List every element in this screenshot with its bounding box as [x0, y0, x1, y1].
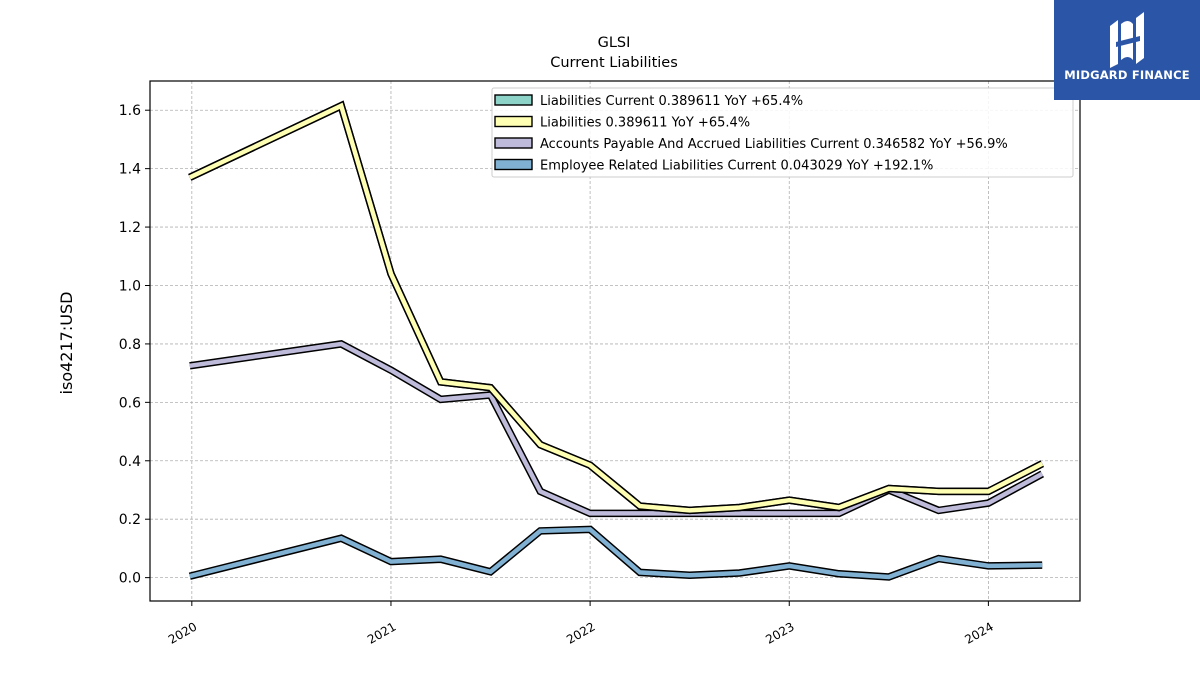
chart-title: GLSI — [598, 35, 631, 51]
midgard-finance-logo: MIDGARD FINANCE — [1054, 0, 1200, 100]
plot-area — [149, 80, 1081, 602]
legend-label: Liabilities 0.389611 YoY +65.4% — [540, 116, 750, 131]
y-tick-label: 1.2 — [119, 220, 141, 236]
legend-swatch — [494, 115, 533, 128]
series-line-4 — [188, 525, 1043, 581]
legend-swatch — [494, 158, 533, 171]
legend-item: Employee Related Liabilities Current 0.0… — [494, 158, 933, 174]
legend-item: Liabilities Current 0.389611 YoY +65.4% — [494, 94, 803, 109]
series-line-fill — [188, 102, 1044, 513]
series-lines — [188, 100, 1044, 581]
legend-item: Liabilities 0.389611 YoY +65.4% — [494, 115, 750, 131]
y-tick-label: 0.4 — [119, 454, 141, 470]
legend-box — [491, 87, 1074, 178]
legend: Liabilities Current 0.389611 YoY +65.4% L… — [491, 87, 1074, 178]
legend-item: Accounts Payable And Accrued Liabilities… — [494, 137, 1008, 152]
y-tick-label: 0.2 — [119, 512, 141, 528]
y-tick-label: 0.6 — [119, 395, 141, 411]
series-line-fill — [189, 341, 1044, 516]
y-tick-label: 1.0 — [119, 278, 141, 294]
series-line-fill — [189, 527, 1043, 580]
y-tick-label: 0.0 — [119, 571, 141, 587]
x-tick-label: 2021 — [365, 619, 398, 646]
x-tick-label: 2022 — [564, 619, 597, 646]
series-line-3 — [189, 340, 1044, 518]
y-tick-label: 1.4 — [119, 162, 141, 178]
x-tick-label: 2020 — [166, 619, 199, 646]
legend-label: Employee Related Liabilities Current 0.0… — [540, 159, 933, 174]
chart-subtitle: Current Liabilities — [550, 55, 678, 71]
axis-ticks: 0.0 0.2 0.4 0.6 0.8 1.0 1.2 1.4 1.6 2020 2021 2022 2… — [119, 103, 996, 647]
legend-label: Accounts Payable And Accrued Liabilities… — [540, 137, 1008, 152]
y-tick-label: 1.6 — [119, 103, 141, 119]
legend-swatch — [494, 94, 533, 106]
x-tick-label: 2024 — [962, 619, 995, 646]
logo-text: MIDGARD FINANCE — [1064, 68, 1190, 82]
y-tick-label: 0.8 — [119, 337, 141, 353]
legend-swatch — [494, 137, 533, 149]
legend-label: Liabilities Current 0.389611 YoY +65.4% — [540, 94, 803, 109]
x-tick-label: 2023 — [763, 619, 796, 646]
y-axis-label: iso4217:USD — [57, 292, 76, 395]
midgard-logo-icon — [1110, 12, 1144, 68]
series-line-2 — [188, 100, 1044, 515]
